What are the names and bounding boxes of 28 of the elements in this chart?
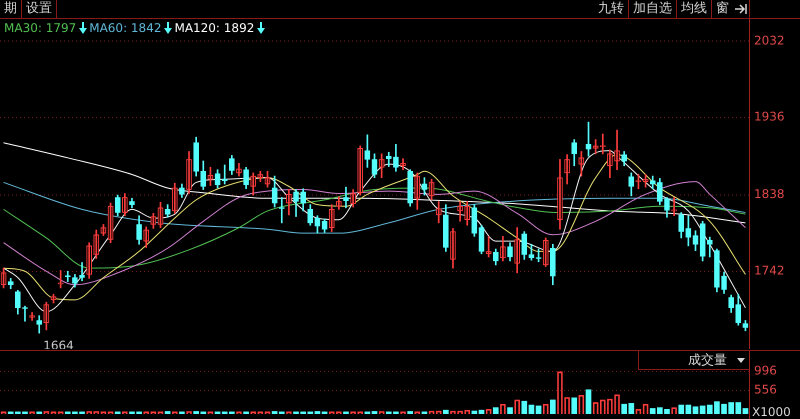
text: 均线 [677, 0, 712, 18]
text: MA30: 1797 [4, 21, 76, 35]
line-series [3, 181, 746, 286]
text: 期 [0, 0, 22, 18]
y-tick-label: 1838 [754, 187, 785, 202]
bar [586, 389, 592, 414]
y-axis-title: X1000 [752, 405, 791, 419]
bar [443, 410, 449, 414]
text: 窗 [712, 0, 750, 18]
y-tick-label: 556 [754, 382, 777, 396]
y-tick-label: 2032 [754, 33, 785, 48]
bar [407, 411, 413, 414]
y-tick-label: 996 [754, 364, 777, 378]
line-series [3, 182, 746, 234]
annotation: 成交量 [688, 352, 727, 369]
bar [164, 411, 170, 414]
bar [507, 407, 513, 414]
text: 加自选 [629, 0, 677, 18]
dropdown-field: 成交量 [638, 351, 749, 370]
text: MA60: 1842 [89, 21, 162, 35]
bar [571, 397, 578, 414]
text: 设置 [22, 0, 57, 18]
bar [492, 407, 499, 414]
text: 九转 [594, 0, 629, 18]
bar [550, 400, 556, 414]
text: MA120: 1892 [174, 21, 254, 35]
y-tick-label: 1742 [754, 263, 785, 278]
y-tick-label: 1936 [754, 109, 785, 124]
